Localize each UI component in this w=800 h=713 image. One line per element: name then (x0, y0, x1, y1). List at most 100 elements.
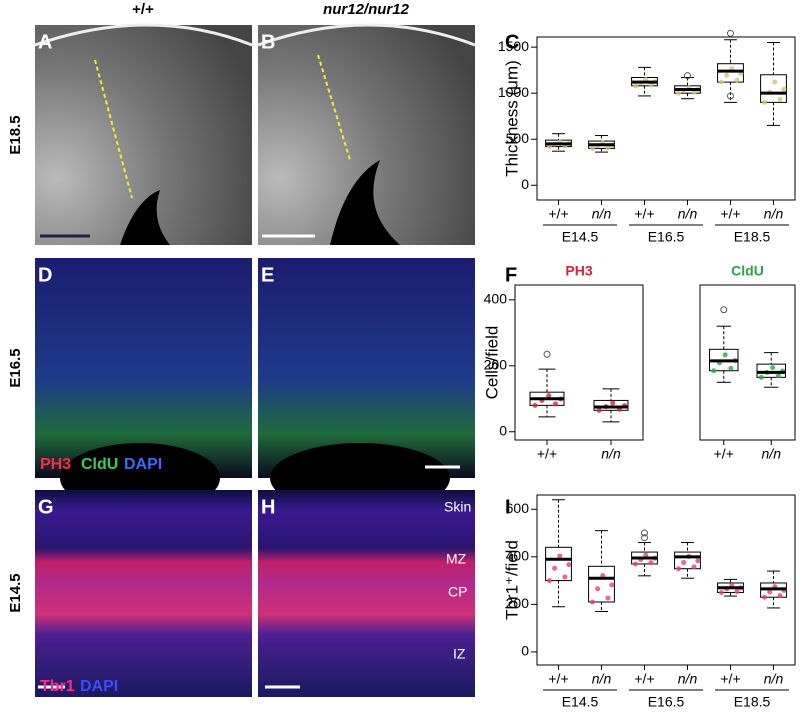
micrographs (34, 23, 476, 697)
y-axis-label: Cells/field (482, 326, 501, 400)
jitter-point (589, 145, 595, 151)
measure-line (94, 59, 133, 199)
layer-label: MZ (446, 551, 467, 567)
jitter-point (691, 564, 697, 570)
x-tick-label: n/n (601, 446, 621, 462)
panel-letter: C (505, 31, 519, 53)
jitter-point (605, 145, 611, 151)
jitter-point (552, 565, 558, 571)
panel-letter: A (38, 31, 52, 53)
jitter-point (596, 407, 602, 413)
jitter-point (777, 593, 783, 599)
x-tick-label: +/+ (714, 446, 734, 462)
y-tick-label: 0 (521, 176, 529, 192)
layer-label: Skin (444, 499, 471, 515)
micrograph (35, 258, 252, 478)
jitter-point (557, 553, 563, 559)
y-tick-label: 600 (506, 500, 530, 516)
group-label: E16.5 (648, 694, 685, 710)
x-tick-label: n/n (678, 206, 698, 222)
group-label: E16.5 (648, 229, 685, 245)
row-label: E14.5 (7, 573, 24, 612)
meninges (257, 23, 476, 47)
x-tick-label: +/+ (537, 446, 557, 462)
y-tick-label: 0 (499, 422, 507, 438)
jitter-point (681, 560, 687, 566)
group-label: E18.5 (734, 229, 771, 245)
x-tick-label: +/+ (634, 671, 654, 687)
x-tick-label: n/n (764, 671, 784, 687)
x-tick-label: n/n (764, 206, 784, 222)
group-label: E18.5 (734, 694, 771, 710)
layer-label: CP (448, 584, 467, 600)
stain-label: PH3 (40, 456, 71, 473)
outlier (727, 29, 734, 37)
jitter-point (595, 586, 601, 592)
jitter-point (632, 83, 638, 89)
y-tick-label: 500 (506, 130, 530, 146)
micrograph (35, 490, 252, 697)
stain-label: Tbr1 (40, 678, 75, 695)
jitter-point (724, 72, 730, 78)
y-tick-label: 1000 (498, 84, 529, 100)
column-header: +/+ (132, 1, 154, 18)
row-label: E18.5 (7, 115, 24, 154)
micrograph (258, 258, 475, 478)
jitter-point (562, 574, 568, 580)
column-header: nur12/nur12 (323, 1, 410, 18)
outlier (641, 529, 648, 537)
y-tick-label: 400 (484, 291, 508, 307)
y-tick-label: 200 (484, 357, 508, 373)
y-axis-label: Tbr1⁺/field (502, 540, 521, 620)
outlier (641, 534, 648, 542)
jitter-point (648, 560, 654, 566)
jitter-point (770, 365, 776, 371)
jitter-point (728, 365, 734, 371)
stain-label: DAPI (80, 678, 118, 695)
measure-line (317, 54, 351, 161)
x-tick-label: +/+ (720, 671, 740, 687)
plot-frame (536, 36, 796, 201)
panel-letter: G (38, 496, 54, 518)
jitter-point (691, 89, 697, 95)
jitter-point (761, 99, 767, 105)
jitter-point (532, 402, 538, 408)
box (717, 63, 744, 83)
jitter-point (722, 352, 728, 358)
plot-frame (699, 284, 796, 441)
plot-frame (536, 494, 796, 666)
jitter-point (734, 588, 740, 594)
layer-label: IZ (453, 646, 466, 662)
jitter-point (589, 599, 595, 605)
jitter-point (718, 589, 724, 595)
y-tick-label: 1500 (498, 38, 529, 54)
jitter-point (761, 594, 767, 600)
stain-label: CldU (81, 456, 118, 473)
group-label: E14.5 (562, 694, 599, 710)
row-label: E16.5 (7, 348, 24, 387)
jitter-point (546, 578, 552, 584)
panel-letter: D (38, 264, 52, 286)
facet-title: CldU (731, 263, 764, 279)
outlier (720, 306, 728, 314)
jitter-point (767, 589, 773, 595)
x-tick-label: n/n (592, 206, 612, 222)
jitter-point (711, 368, 717, 374)
jitter-point (781, 86, 787, 92)
panel-letter: B (261, 31, 275, 53)
jitter-point (775, 373, 781, 379)
box (593, 399, 629, 411)
ventricle (120, 190, 170, 245)
x-tick-label: +/+ (548, 206, 568, 222)
jitter-point (772, 79, 778, 85)
jitter-point (609, 582, 615, 588)
ventricle (330, 160, 400, 245)
x-tick-label: +/+ (634, 206, 654, 222)
y-tick-label: 0 (521, 643, 529, 659)
jitter-point (675, 566, 681, 572)
x-tick-label: +/+ (720, 206, 740, 222)
jitter-point (648, 82, 654, 88)
panel-letter: H (261, 496, 275, 518)
jitter-point (675, 90, 681, 96)
jitter-point (718, 79, 724, 85)
